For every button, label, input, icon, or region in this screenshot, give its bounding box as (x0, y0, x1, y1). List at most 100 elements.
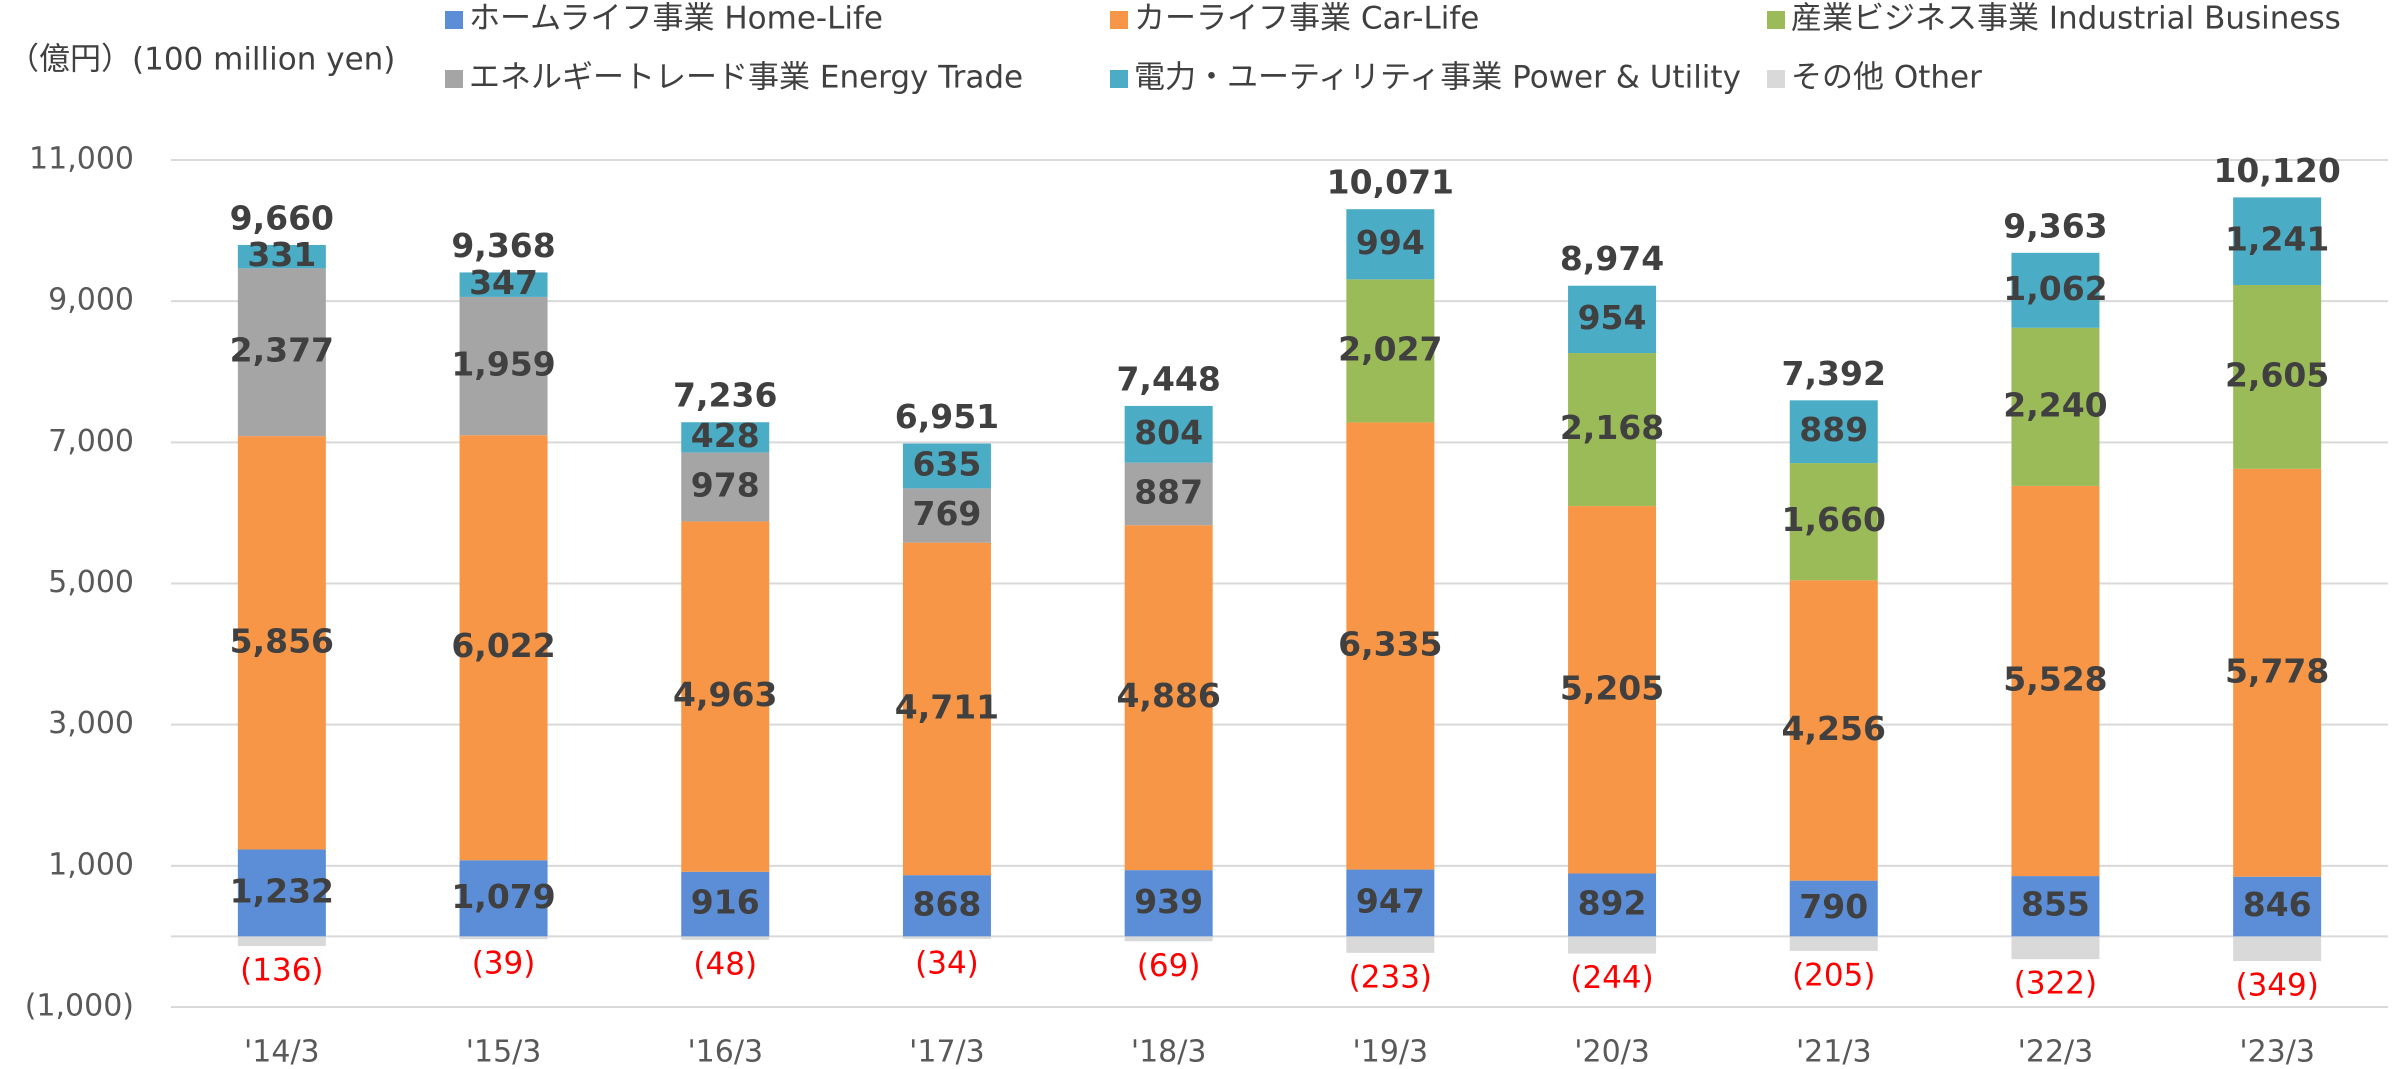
data-label: 6,022 (451, 626, 555, 665)
y-tick-label: 1,000 (48, 847, 134, 882)
bar-segment (1346, 209, 1435, 280)
data-label: 1,660 (1782, 500, 1886, 539)
bar-segment (237, 849, 326, 937)
x-tick-label: '20/3 (1574, 1035, 1650, 1069)
data-label: 978 (691, 465, 760, 504)
x-tick-label: '16/3 (687, 1035, 763, 1069)
bar-segment (1124, 405, 1213, 463)
bar-segment (459, 296, 548, 436)
y-tick-label: (1,000) (25, 989, 134, 1024)
data-label: 804 (1134, 413, 1203, 452)
data-label: 1,232 (230, 871, 334, 910)
legend-label: その他 Other (1791, 60, 1982, 96)
data-label: 855 (2021, 885, 2090, 924)
data-label: 4,711 (895, 687, 999, 726)
bar-segment (237, 268, 326, 437)
data-label: (48) (693, 946, 757, 982)
data-label: (69) (1137, 948, 1201, 984)
data-label: 1,959 (451, 345, 555, 384)
data-label: 5,205 (1560, 668, 1664, 707)
legend-label: カーライフ事業 Car-Life (1134, 1, 1479, 37)
data-label: (322) (2014, 966, 2097, 1002)
bar-segment (1789, 880, 1878, 937)
legend-swatch (445, 70, 463, 88)
bar-segment (2011, 936, 2100, 960)
bar-segment (1568, 936, 1657, 954)
bar-segment (2233, 876, 2322, 937)
data-label: 5,528 (2003, 659, 2107, 698)
x-tick-label: '21/3 (1796, 1035, 1872, 1069)
total-label: 10,071 (1327, 163, 1454, 202)
data-label: 5,856 (230, 621, 334, 660)
bar-segment (459, 936, 548, 940)
data-label: 892 (1578, 883, 1647, 922)
data-label: 769 (913, 494, 982, 533)
data-label: (39) (472, 946, 536, 982)
total-label: 8,974 (1560, 239, 1664, 278)
bar-segment (2011, 252, 2100, 328)
bar-segment (1789, 936, 1878, 951)
bar-segment (237, 436, 326, 850)
legend-label: 産業ビジネス事業 Industrial Business (1791, 1, 2341, 37)
bar-segment (902, 875, 991, 937)
bar-segment (2233, 936, 2322, 962)
x-tick-label: '15/3 (466, 1035, 542, 1069)
x-tick-label: '14/3 (244, 1035, 320, 1069)
data-label: 887 (1134, 472, 1203, 511)
legend-label: 電力・ユーティリティ事業 Power & Utility (1134, 60, 1741, 96)
bar-segment (2233, 468, 2322, 877)
legend-swatch (1110, 70, 1128, 88)
bar-segment (1124, 936, 1213, 942)
bar-segment (902, 542, 991, 876)
data-label: (34) (915, 945, 979, 981)
legend-swatch (1110, 11, 1128, 29)
bar-segment (237, 244, 326, 269)
bar-segment (459, 435, 548, 861)
data-label: 790 (1799, 887, 1868, 926)
bar-segment (1789, 400, 1878, 464)
data-label: 347 (469, 263, 538, 302)
x-tick-label: '19/3 (1353, 1035, 1429, 1069)
data-label: 2,377 (230, 331, 334, 370)
bar-segment (1124, 525, 1213, 871)
bar-segment (1124, 462, 1213, 526)
legend-swatch (1767, 11, 1785, 29)
bar-segment (1568, 873, 1657, 937)
y-tick-label: 11,000 (29, 142, 134, 177)
data-label: 2,027 (1338, 329, 1442, 368)
total-label: 9,660 (230, 198, 334, 237)
data-label: 947 (1356, 881, 1425, 920)
data-label: 954 (1578, 298, 1647, 337)
data-label: 4,886 (1116, 676, 1220, 715)
data-label: (205) (1792, 957, 1875, 993)
bar-segment (1346, 422, 1435, 870)
total-label: 10,120 (2213, 151, 2340, 190)
bar-segment (1789, 580, 1878, 881)
data-label: 916 (691, 883, 760, 922)
x-tick-label: '17/3 (909, 1035, 985, 1069)
bar-segment (2011, 327, 2100, 486)
bar-segment (237, 936, 326, 947)
data-label: (244) (1570, 960, 1653, 996)
data-label: 1,241 (2225, 220, 2329, 259)
bar-segment (681, 871, 770, 937)
bar-segment (1568, 506, 1657, 874)
data-label: 4,256 (1782, 709, 1886, 748)
bar-segment (681, 422, 770, 453)
x-tick-label: '23/3 (2239, 1035, 2315, 1069)
bar-segment (2233, 197, 2322, 286)
bar-segment (1568, 285, 1657, 354)
data-label: 331 (247, 235, 316, 274)
bar-segment (2233, 285, 2322, 469)
bar-segment (1568, 353, 1657, 507)
data-label: 939 (1134, 882, 1203, 921)
bar-segment (902, 443, 991, 489)
bar-segment (1346, 279, 1435, 423)
total-label: 6,951 (895, 397, 999, 436)
x-tick-label: '18/3 (1131, 1035, 1207, 1069)
bar-segment (459, 860, 548, 937)
data-label: 4,963 (673, 675, 777, 714)
legend-label: エネルギートレード事業 Energy Trade (469, 60, 1023, 96)
data-label: (233) (1349, 959, 1432, 995)
